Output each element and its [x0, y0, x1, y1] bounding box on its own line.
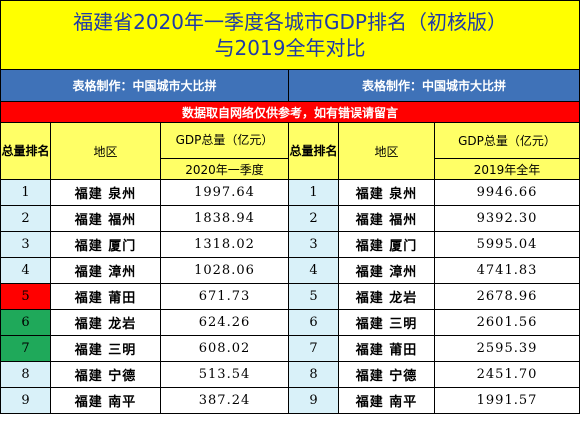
gdp-2020q1-cell: 1997.64 — [160, 179, 289, 206]
rank-cell: 7 — [0, 335, 51, 362]
region-cell: 福建 漳州 — [50, 257, 161, 284]
header-region-left: 地区 — [50, 122, 161, 180]
gdp-2020q1-cell: 1028.06 — [160, 257, 289, 284]
gdp-2019-cell: 9392.30 — [433, 205, 581, 232]
rank-cell-2019: 6 — [288, 309, 339, 336]
gdp-2019-cell: 5995.04 — [433, 231, 581, 258]
region-cell-2019: 福建 福州 — [338, 205, 435, 232]
header-gdp-left: GDP总量（亿元） — [160, 122, 289, 159]
gdp-2020q1-cell: 1838.94 — [160, 205, 289, 232]
title-row: 福建省2020年一季度各城市GDP排名（初核版） 与2019全年对比 — [0, 0, 581, 70]
header-region-right: 地区 — [338, 122, 435, 180]
rank-cell-2019: 8 — [288, 361, 339, 388]
gdp-2019-cell: 9946.66 — [433, 179, 581, 206]
gdp-2020q1-cell: 1318.02 — [160, 231, 289, 258]
region-cell-2019: 福建 三明 — [338, 309, 435, 336]
region-cell: 福建 龙岩 — [50, 309, 161, 336]
gdp-2020q1-cell: 387.24 — [160, 387, 289, 414]
region-cell: 福建 莆田 — [50, 283, 161, 310]
header-row-2: 2020年一季度 2019年全年 — [1, 158, 581, 180]
gdp-2019-cell: 2601.56 — [433, 309, 581, 336]
region-cell-2019: 福建 莆田 — [338, 335, 435, 362]
header-rank-left-label: 总量排名 — [1, 144, 50, 158]
table-row: 6 福建 龙岩 624.26 6 福建 三明 2601.56 — [0, 309, 581, 336]
header-rank-right-label: 总量排名 — [289, 144, 338, 158]
region-cell: 福建 宁德 — [50, 361, 161, 388]
table-row: 5 福建 莆田 671.73 5 福建 龙岩 2678.96 — [0, 283, 581, 310]
rank-cell: 4 — [0, 257, 51, 284]
table-row: 9 福建 南平 387.24 9 福建 南平 1991.57 — [0, 387, 581, 414]
region-cell: 福建 厦门 — [50, 231, 161, 258]
rank-cell-2019: 9 — [288, 387, 339, 414]
rank-cell-2019: 3 — [288, 231, 339, 258]
rank-cell: 8 — [0, 361, 51, 388]
note-row: 数据取自网络仅供参考，如有错误请留言 — [0, 101, 581, 123]
header-row-1: 总量排名 地区 GDP总量（亿元） 总量排名 地区 GDP总量（亿元） — [0, 122, 581, 180]
region-cell: 福建 泉州 — [50, 179, 161, 206]
table-row: 7 福建 三明 608.02 7 福建 莆田 2595.39 — [0, 335, 581, 362]
title-line-1: 福建省2020年一季度各城市GDP排名（初核版） — [73, 10, 507, 34]
table-row: 8 福建 宁德 513.54 8 福建 宁德 2451.70 — [0, 361, 581, 388]
table-title: 福建省2020年一季度各城市GDP排名（初核版） 与2019全年对比 — [0, 0, 581, 70]
gdp-2019-cell: 1991.57 — [433, 387, 581, 414]
region-cell-2019: 福建 泉州 — [338, 179, 435, 206]
gdp-2019-cell: 2678.96 — [433, 283, 581, 310]
region-cell: 福建 福州 — [50, 205, 161, 232]
maker-right: 表格制作：中国城市大比拼 — [287, 69, 581, 102]
gdp-2019-cell: 4741.83 — [433, 257, 581, 284]
rank-cell-2019: 4 — [288, 257, 339, 284]
gdp-2020q1-cell: 608.02 — [160, 335, 289, 362]
header-rank-right: 总量排名 — [288, 122, 339, 180]
header-period-right: 2019年全年 — [433, 158, 581, 180]
gdp-ranking-table: 福建省2020年一季度各城市GDP排名（初核版） 与2019全年对比 表格制作：… — [0, 0, 581, 414]
gdp-2019-cell: 2451.70 — [433, 361, 581, 388]
table-row: 4 福建 漳州 1028.06 4 福建 漳州 4741.83 — [0, 257, 581, 284]
rank-cell: 1 — [0, 179, 51, 206]
region-cell-2019: 福建 漳州 — [338, 257, 435, 284]
maker-row: 表格制作：中国城市大比拼 表格制作：中国城市大比拼 — [0, 69, 581, 102]
gdp-2020q1-cell: 513.54 — [160, 361, 289, 388]
rank-cell-2019: 2 — [288, 205, 339, 232]
gdp-2020q1-cell: 624.26 — [160, 309, 289, 336]
rank-cell-2019: 1 — [288, 179, 339, 206]
region-cell: 福建 三明 — [50, 335, 161, 362]
rank-cell: 6 — [0, 309, 51, 336]
region-cell-2019: 福建 厦门 — [338, 231, 435, 258]
header-gdp-right: GDP总量（亿元） — [433, 122, 581, 159]
header-rank-left: 总量排名 — [0, 122, 51, 180]
gdp-2020q1-cell: 671.73 — [160, 283, 289, 310]
region-cell-2019: 福建 宁德 — [338, 361, 435, 388]
rank-cell-2019: 5 — [288, 283, 339, 310]
header-period-left: 2020年一季度 — [160, 158, 289, 180]
rank-cell: 9 — [0, 387, 51, 414]
title-line-2: 与2019全年对比 — [214, 36, 366, 60]
rank-cell: 2 — [0, 205, 51, 232]
rank-cell-2019: 7 — [288, 335, 339, 362]
table-row: 2 福建 福州 1838.94 2 福建 福州 9392.30 — [0, 205, 581, 232]
region-cell-2019: 福建 南平 — [338, 387, 435, 414]
rank-cell: 5 — [0, 283, 51, 310]
rank-cell: 3 — [0, 231, 51, 258]
region-cell: 福建 南平 — [50, 387, 161, 414]
maker-left: 表格制作：中国城市大比拼 — [0, 69, 289, 102]
table-row: 3 福建 厦门 1318.02 3 福建 厦门 5995.04 — [0, 231, 581, 258]
region-cell-2019: 福建 龙岩 — [338, 283, 435, 310]
table-row: 1 福建 泉州 1997.64 1 福建 泉州 9946.66 — [0, 179, 581, 206]
gdp-2019-cell: 2595.39 — [433, 335, 581, 362]
disclaimer-note: 数据取自网络仅供参考，如有错误请留言 — [0, 101, 581, 123]
